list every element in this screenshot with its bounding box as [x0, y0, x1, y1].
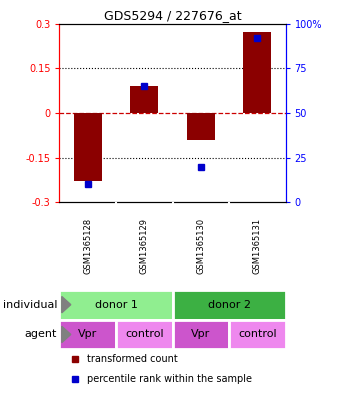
Text: GSM1365128: GSM1365128	[83, 218, 92, 274]
Text: GSM1365129: GSM1365129	[140, 218, 149, 274]
Bar	[229, 320, 286, 349]
Bar	[59, 320, 116, 349]
Bar	[59, 290, 173, 320]
Text: percentile rank within the sample: percentile rank within the sample	[87, 374, 252, 384]
FancyArrow shape	[62, 326, 71, 343]
Text: agent: agent	[25, 329, 57, 340]
Bar	[187, 113, 215, 140]
Text: individual: individual	[3, 299, 57, 310]
Text: control: control	[238, 329, 277, 340]
Bar	[74, 113, 102, 181]
Text: Vpr: Vpr	[78, 329, 97, 340]
FancyArrow shape	[62, 296, 71, 313]
Text: GSM1365131: GSM1365131	[253, 218, 262, 274]
Bar	[130, 86, 158, 113]
Bar	[173, 290, 286, 320]
Text: donor 1: donor 1	[95, 299, 137, 310]
Text: donor 2: donor 2	[208, 299, 251, 310]
Bar	[243, 32, 271, 113]
Text: GSM1365130: GSM1365130	[196, 218, 205, 274]
Text: transformed count: transformed count	[87, 354, 177, 364]
Text: Vpr: Vpr	[191, 329, 210, 340]
Bar	[173, 320, 229, 349]
Bar	[116, 320, 173, 349]
Text: control: control	[125, 329, 164, 340]
Title: GDS5294 / 227676_at: GDS5294 / 227676_at	[104, 9, 241, 22]
